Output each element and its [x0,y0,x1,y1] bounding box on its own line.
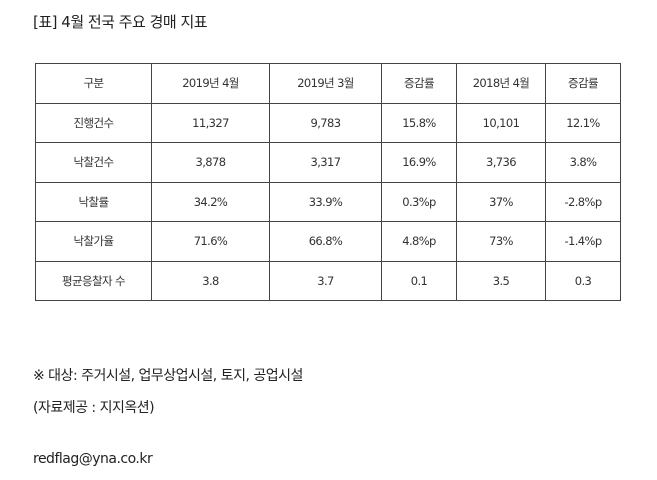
table-cell: -2.8%p [545,181,621,222]
table-cell: 낙찰가율 [35,221,152,262]
table-cell: 11,327 [151,102,270,143]
header-category: 구분 [35,63,152,104]
table-cell: 4.8%p [381,221,457,262]
table-cell: 71.6% [151,221,270,262]
target-note: ※ 대상: 주거시설, 업무상업시설, 토지, 공업시설 [33,368,303,384]
table-cell: 3.8% [545,142,621,183]
table-cell: 33.9% [269,181,382,222]
table-cell: 12.1% [545,102,621,143]
table-cell: 0.3%p [381,181,457,222]
table-cell: 9,783 [269,102,382,143]
table-cell: 37% [456,181,546,222]
source-credit: (자료제공 : 지지옥션) [33,400,155,416]
table-cell: 낙찰률 [35,181,152,222]
table-cell: 34.2% [151,181,270,222]
table-cell: 0.1 [381,260,457,301]
header-2018-apr: 2018년 4월 [456,63,546,104]
header-change-mom: 증감률 [381,63,457,104]
table-cell: 15.8% [381,102,457,143]
header-2019-mar: 2019년 3월 [269,63,382,104]
table-row: 낙찰건수 3,878 3,317 16.9% 3,736 3.8% [35,142,621,183]
auction-indicators-table: 구분 2019년 4월 2019년 3월 증감률 2018년 4월 증감률 진행… [35,63,621,301]
table-row: 낙찰가율 71.6% 66.8% 4.8%p 73% -1.4%p [35,221,621,262]
author-email: redflag@yna.co.kr [33,451,153,467]
table-cell: 3.7 [269,260,382,301]
table-row: 진행건수 11,327 9,783 15.8% 10,101 12.1% [35,102,621,143]
table-cell: 66.8% [269,221,382,262]
table-header-row: 구분 2019년 4월 2019년 3월 증감률 2018년 4월 증감률 [35,63,621,104]
table-cell: 평균응찰자 수 [35,260,152,301]
table-cell: 진행건수 [35,102,152,143]
table-cell: 3,736 [456,142,546,183]
table-cell: 16.9% [381,142,457,183]
table-cell: 10,101 [456,102,546,143]
table-cell: 3,878 [151,142,270,183]
table-cell: 3.5 [456,260,546,301]
header-2019-apr: 2019년 4월 [151,63,270,104]
table-cell: 73% [456,221,546,262]
table-row: 평균응찰자 수 3.8 3.7 0.1 3.5 0.3 [35,260,621,301]
table-row: 낙찰률 34.2% 33.9% 0.3%p 37% -2.8%p [35,181,621,222]
page-title: [표] 4월 전국 주요 경매 지표 [33,13,208,31]
table-cell: 3,317 [269,142,382,183]
table-cell: 0.3 [545,260,621,301]
table-cell: 3.8 [151,260,270,301]
header-change-yoy: 증감률 [545,63,621,104]
table-cell: -1.4%p [545,221,621,262]
table-cell: 낙찰건수 [35,142,152,183]
